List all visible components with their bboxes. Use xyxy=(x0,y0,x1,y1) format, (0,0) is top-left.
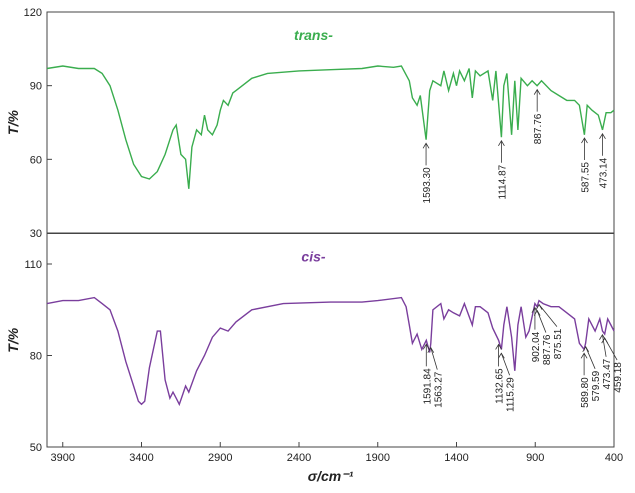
annotation-label: 1563.27 xyxy=(433,371,444,408)
spectrum-line xyxy=(46,65,615,189)
arrow-head xyxy=(581,137,588,144)
annotation-arrow xyxy=(500,353,510,376)
y-axis-label: T/% xyxy=(5,110,21,135)
plot-frame xyxy=(46,233,615,448)
x-tick-label: 400 xyxy=(605,452,623,464)
plot-frame xyxy=(46,11,615,234)
annotation-label: 1115.29 xyxy=(506,377,517,412)
annotation-arrow xyxy=(585,346,596,369)
annotation-label: 1114.87 xyxy=(497,164,508,199)
panel-title: trans- xyxy=(294,27,333,43)
arrow-head xyxy=(495,343,502,350)
x-axis-label: σ/cm⁻¹ xyxy=(308,468,354,484)
annotation-label: 1132.65 xyxy=(495,368,506,404)
annotation-label: 887.76 xyxy=(533,113,544,144)
x-tick-label: 2900 xyxy=(208,452,232,464)
annotation-label: 1591.84 xyxy=(422,368,433,405)
annotation-arrow xyxy=(602,334,607,357)
arrow-head xyxy=(599,133,606,139)
y-tick-label: 60 xyxy=(30,154,42,166)
annotation-label: 459.18 xyxy=(613,362,624,393)
arrow-head xyxy=(533,309,541,316)
annotation-arrow xyxy=(536,310,547,333)
annotation-arrow xyxy=(430,347,438,370)
x-tick-label: 900 xyxy=(526,452,544,464)
arrow-head xyxy=(422,343,430,350)
arrow-head xyxy=(535,303,543,310)
annotation-label: 473.47 xyxy=(602,358,613,389)
annotation-label: 1593.30 xyxy=(422,167,433,204)
y-tick-label: 30 xyxy=(30,228,42,240)
arrow-head xyxy=(580,352,588,359)
spectrum-line xyxy=(46,296,615,407)
y-tick-label: 110 xyxy=(24,259,42,271)
x-tick-label: 3900 xyxy=(51,452,75,464)
arrow-head xyxy=(497,352,505,359)
arrow-head xyxy=(422,142,430,149)
arrow-head xyxy=(498,140,505,146)
annotation-label: 473.14 xyxy=(598,157,609,188)
x-tick-label: 1900 xyxy=(366,452,390,464)
annotation-label: 587.55 xyxy=(580,162,591,193)
arrow-head xyxy=(582,346,590,353)
y-tick-label: 120 xyxy=(24,7,42,19)
annotation-arrow xyxy=(538,304,558,327)
arrow-head xyxy=(533,88,541,95)
y-tick-label: 80 xyxy=(30,351,42,363)
annotation-label: 589.80 xyxy=(580,377,591,408)
annotation-label: 887.76 xyxy=(542,334,553,365)
y-axis-label: T/% xyxy=(5,327,21,352)
annotation-label: 902.04 xyxy=(531,331,542,362)
y-tick-label: 50 xyxy=(30,442,42,454)
x-tick-label: 3400 xyxy=(129,452,153,464)
x-tick-label: 1400 xyxy=(444,452,468,464)
x-tick-label: 2400 xyxy=(287,452,311,464)
panel-title: cis- xyxy=(301,249,325,265)
annotation-label: 875.51 xyxy=(553,328,564,359)
annotation-label: 579.59 xyxy=(591,370,602,401)
arrow-head xyxy=(601,337,609,344)
y-tick-label: 90 xyxy=(30,81,42,93)
arrow-head xyxy=(427,346,435,353)
